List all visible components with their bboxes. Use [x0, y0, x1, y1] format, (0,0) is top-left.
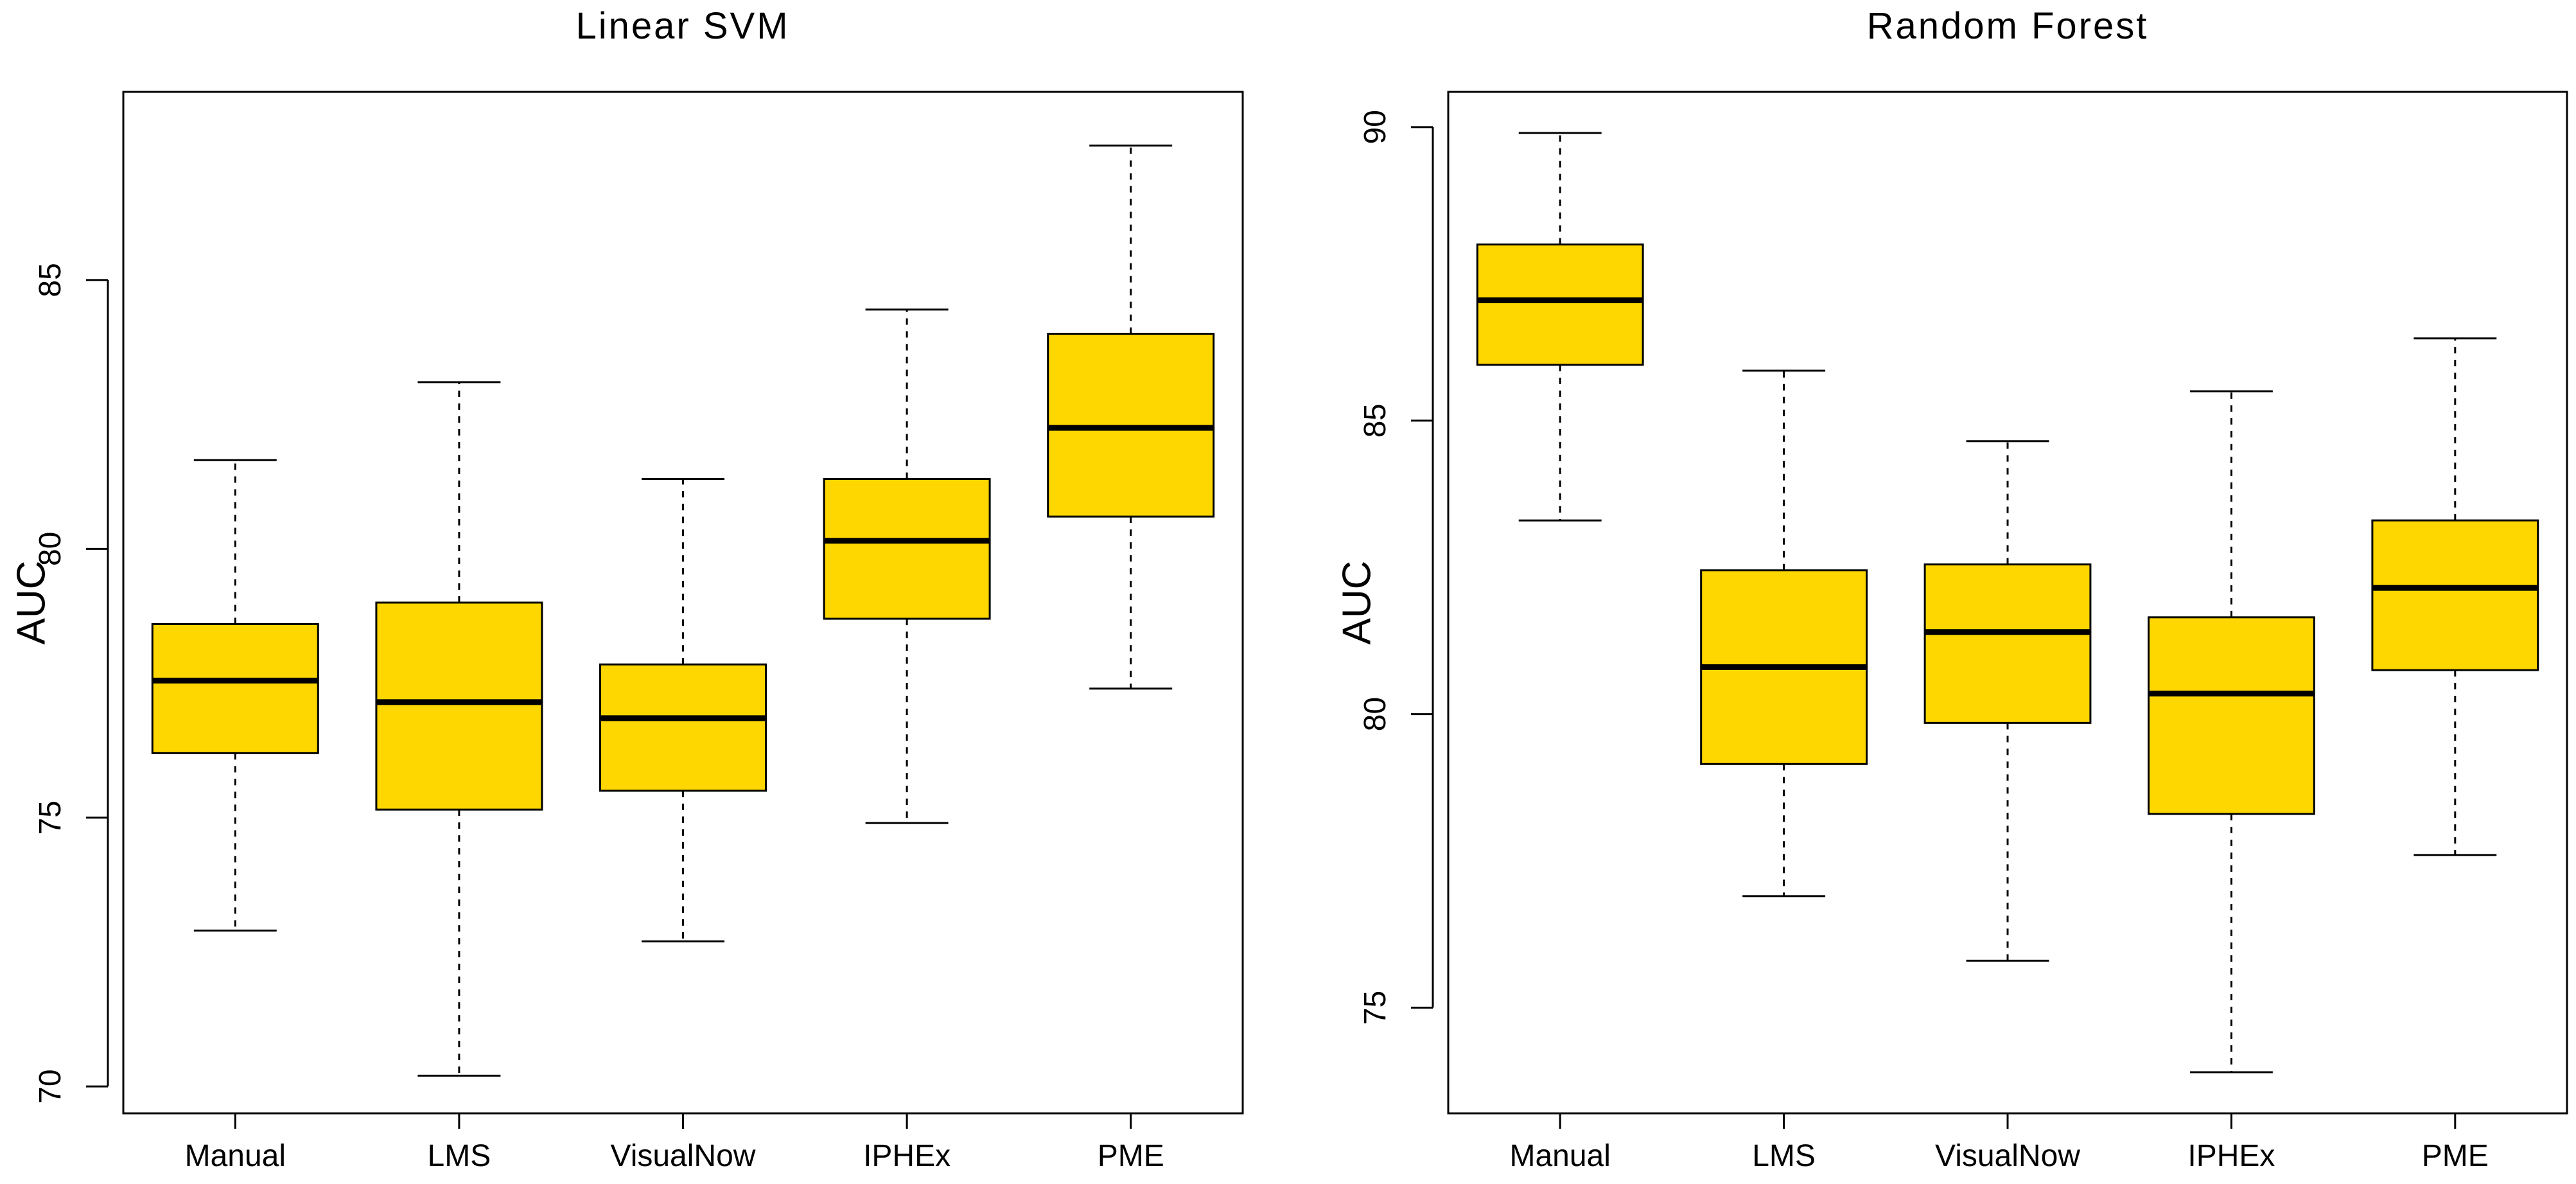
y-tick-label: 75 [33, 800, 67, 835]
iqr-box [375, 601, 543, 811]
y-tick-label: 80 [33, 532, 67, 566]
plot-frame [122, 91, 1244, 1115]
x-tick-label: IPHEx [863, 1139, 951, 1173]
y-tick-label: 75 [1358, 991, 1392, 1025]
y-tick-label: 80 [1358, 697, 1392, 731]
panel-random-forest: Random Forest AUC 75 80 85 90 Manual LMS VisualN… [1335, 5, 2568, 1173]
box-manual: Manual [1476, 132, 1644, 1173]
box-pme: PME [1047, 145, 1215, 1173]
x-tick-label: PME [2422, 1139, 2489, 1173]
iqr-box [1923, 563, 2092, 724]
box-manual: Manual [151, 459, 319, 1173]
x-tick-label: Manual [1509, 1139, 1610, 1173]
y-axis-label: AUC [1335, 561, 1380, 645]
box-iphex: IPHEx [823, 308, 991, 1173]
box-visualnow: VisualNow [1923, 440, 2092, 1173]
x-tick-label: VisualNow [1935, 1139, 2080, 1173]
x-tick-label: VisualNow [611, 1139, 756, 1173]
box-pme: PME [2371, 337, 2539, 1173]
x-tick-label: IPHEx [2187, 1139, 2275, 1173]
iqr-box [2147, 616, 2315, 815]
box-iphex: IPHEx [2147, 390, 2315, 1173]
iqr-box [599, 663, 767, 792]
chart-title: Random Forest [1867, 5, 2149, 47]
y-axis-label: AUC [10, 561, 54, 645]
iqr-box [823, 478, 991, 620]
x-tick-label: Manual [185, 1139, 286, 1173]
x-tick-label: LMS [428, 1139, 491, 1173]
panel-linear-svm: Linear SVM AUC 70 75 80 85 Manual LMS VisualNow I… [10, 5, 1244, 1173]
box-lms: LMS [1700, 369, 1868, 1173]
iqr-box [1476, 243, 1644, 366]
iqr-box [151, 623, 319, 754]
box-lms: LMS [375, 381, 543, 1173]
y-tick-label: 85 [33, 263, 67, 297]
x-tick-label: LMS [1752, 1139, 1816, 1173]
iqr-box [2371, 519, 2539, 671]
y-tick-label: 85 [1358, 403, 1392, 437]
y-tick-label: 90 [1358, 110, 1392, 144]
chart-title: Linear SVM [575, 5, 789, 47]
y-tick-label: 70 [33, 1069, 67, 1103]
x-tick-label: PME [1098, 1139, 1164, 1173]
box-visualnow: VisualNow [599, 478, 767, 1173]
